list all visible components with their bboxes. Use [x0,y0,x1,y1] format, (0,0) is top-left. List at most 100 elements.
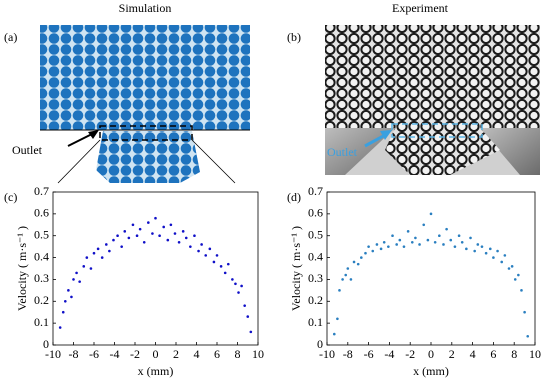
x-tick-label: -6 [364,347,374,361]
data-point [484,251,488,255]
data-point [503,254,507,257]
data-point [465,247,468,251]
data-point [96,247,100,251]
data-point [496,249,499,253]
data-point [223,271,227,275]
data-point [500,260,504,264]
experiment-image [325,25,540,175]
x-tick-label: -10 [319,347,335,361]
data-point [151,232,154,235]
data-point [112,238,115,242]
data-point [469,236,472,240]
y-tick-label: 0.7 [308,184,323,198]
outlet-label: Outlet [12,143,43,157]
data-point [352,260,356,264]
data-point [189,245,192,248]
data-point [58,326,62,329]
y-axis-label: Velocity ( m·s⁻¹ ) [289,226,303,311]
data-point [108,249,111,253]
data-point [429,212,433,216]
data-point [520,289,523,292]
data-point [523,310,526,314]
data-point [85,256,89,259]
data-point [105,243,108,246]
data-point [193,234,196,238]
x-tick-label: -4 [110,347,120,361]
data-point [332,332,336,336]
y-tick-label: 0.5 [308,227,323,241]
data-point [166,238,170,242]
x-axis-label: x (mm) [413,364,449,378]
data-point [356,262,360,266]
panel-label: (d) [287,190,301,204]
data-point [61,310,65,314]
y-tick-label: 0.4 [34,249,49,263]
y-tick-label: 0.7 [34,184,49,198]
data-point [120,245,123,248]
data-point [70,295,73,299]
data-point [510,265,514,268]
data-point [445,227,448,231]
data-point [453,245,457,248]
panel-title: Experiment [392,1,449,15]
x-tick-label: -6 [89,347,99,361]
data-point [402,245,406,248]
data-point [197,249,200,253]
data-point [243,304,246,307]
data-point [341,278,344,281]
data-point [422,223,426,227]
panel-label: (b) [287,30,301,44]
data-point [116,234,119,238]
data-point [147,221,150,224]
y-tick-label: 0.5 [34,227,49,241]
x-tick-label: -2 [130,347,140,361]
data-point [169,223,173,227]
simulation-image [40,25,250,184]
data-point [75,271,78,275]
data-point [212,260,216,264]
data-point [234,282,237,286]
y-tick-label: 0 [43,337,49,351]
data-point [395,243,398,246]
panel-label: (c) [4,190,17,204]
x-tick-label: -10 [45,347,61,361]
data-point [418,243,421,246]
x-tick-label: 0 [153,347,159,361]
y-tick-label: 0.2 [34,293,49,307]
x-tick-label: 4 [470,347,476,361]
data-point [426,238,430,242]
data-point [72,278,75,281]
data-point [406,230,410,233]
data-point [433,240,437,244]
x-tick-label: 6 [490,347,496,361]
x-tick-label: -2 [405,347,415,361]
data-point [240,284,243,288]
data-point [64,299,67,303]
data-point [344,273,348,277]
data-point [78,280,81,283]
data-point [200,243,203,246]
x-tick-label: 2 [173,347,179,361]
data-point [492,256,495,259]
y-tick-label: 0.6 [34,206,49,220]
x-tick-label: 6 [214,347,220,361]
y-tick-label: 0.1 [34,315,49,329]
x-tick-label: 10 [252,347,264,361]
data-point [208,247,212,251]
data-point [360,256,363,259]
data-point [138,227,142,231]
data-point [488,247,492,251]
data-point [460,240,464,244]
y-tick-label: 0.3 [34,271,49,285]
y-tick-label: 0.3 [308,271,323,285]
data-point [204,254,208,257]
data-point [162,225,165,229]
x-tick-label: -8 [343,347,353,361]
data-point [438,234,441,238]
data-point [127,236,131,240]
data-point [367,245,370,248]
x-tick-label: 4 [194,347,200,361]
data-point [375,243,379,246]
data-point [410,240,414,244]
